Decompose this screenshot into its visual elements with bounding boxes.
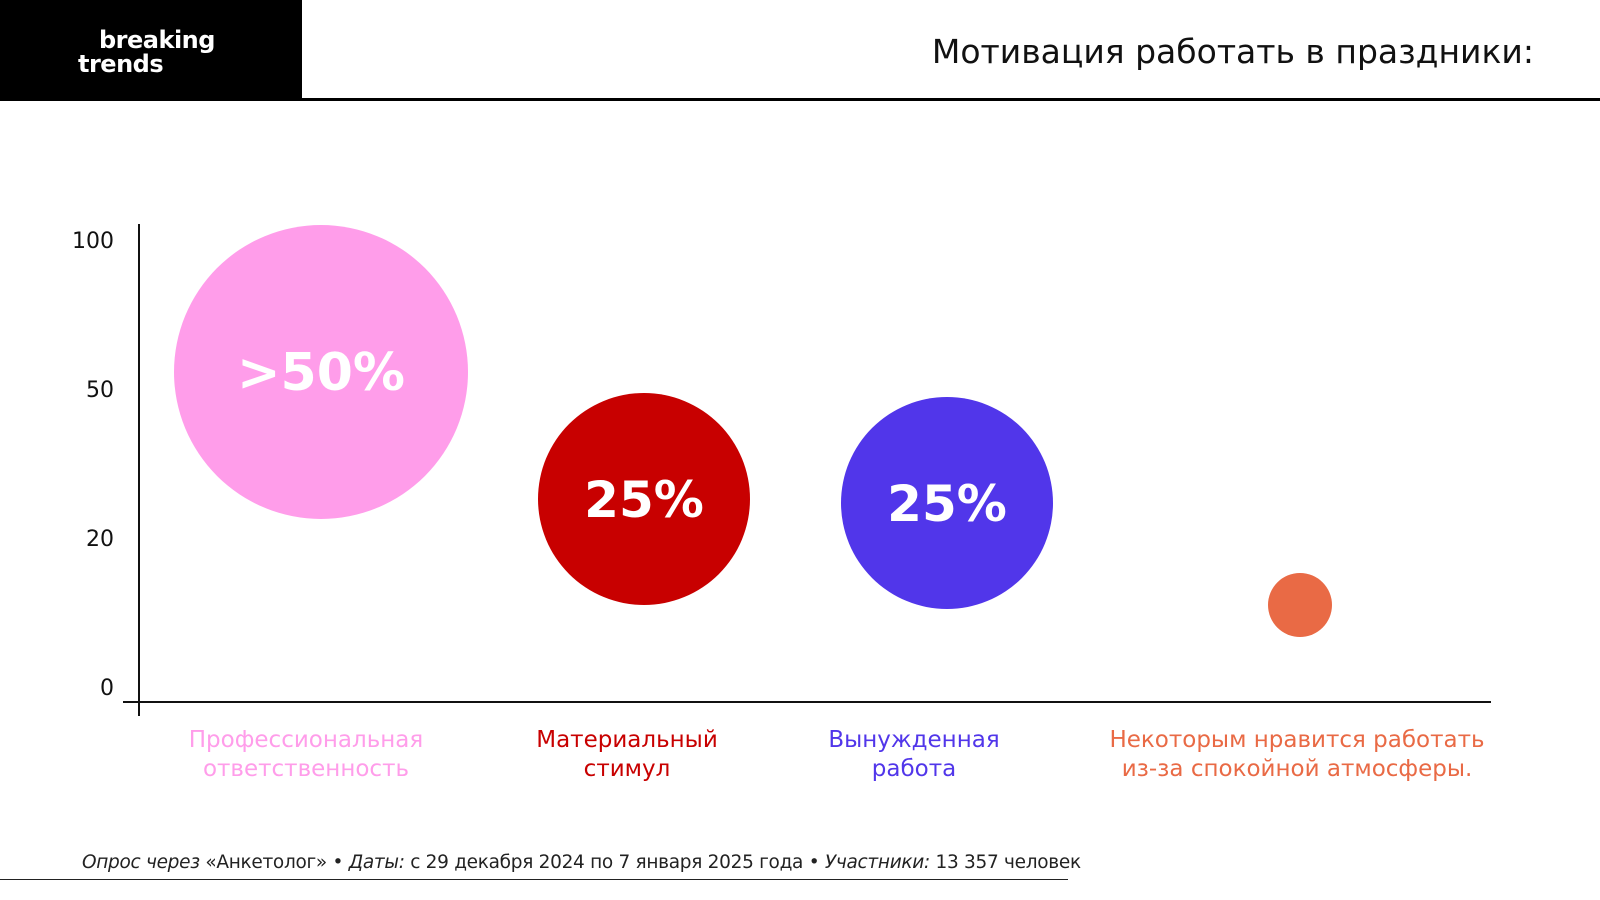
x-category-label: Вынужденная <box>828 727 999 753</box>
footnote-dates: с 29 декабря 2024 по 7 января 2025 года <box>404 852 809 873</box>
logo-text-line2: trends <box>78 50 164 78</box>
survey-footnote: Опрос через «Анкетолог» • Даты: с 29 дек… <box>82 852 1081 873</box>
footnote-dates-label: Даты: <box>348 852 405 873</box>
x-category-label: стимул <box>584 756 671 782</box>
footnote-survey-tool: «Анкетолог» <box>199 852 333 873</box>
page-title: Мотивация работать в праздники: <box>931 32 1534 71</box>
x-category-label: Профессиональная <box>189 727 423 753</box>
x-category-label: ответственность <box>203 756 409 782</box>
x-category-label: работа <box>872 756 956 782</box>
y-tick-label: 20 <box>86 527 114 552</box>
x-category-label: Некоторым нравится работать <box>1109 727 1484 753</box>
logo-text-line1: breaking <box>99 26 215 54</box>
y-tick-label: 100 <box>72 229 114 254</box>
bubble <box>538 393 750 605</box>
bubble <box>174 225 468 519</box>
bubble-value-label: 25% <box>584 471 704 529</box>
footnote-separator: • <box>332 852 344 873</box>
footnote-participants: 13 357 человек <box>929 852 1082 873</box>
bubble-chart: 100 50 20 0 >50% 25% 25% Профессиональная отве… <box>72 224 1491 782</box>
x-category-label: из-за спокойной атмосферы. <box>1122 756 1473 782</box>
bubble-value-label: 25% <box>887 475 1007 533</box>
footnote-participants-label: Участники: <box>824 852 930 873</box>
bubble-value-label: >50% <box>237 343 405 403</box>
footnote-survey-label: Опрос через <box>82 852 200 873</box>
y-tick-label: 50 <box>86 378 114 403</box>
header-divider <box>0 98 1600 101</box>
logo: breaking trends <box>0 0 302 100</box>
footnote-separator: • <box>808 852 820 873</box>
bubble <box>1268 573 1332 637</box>
y-tick-label: 0 <box>100 676 114 701</box>
x-category-label: Материальный <box>536 727 718 753</box>
bubble <box>841 397 1053 609</box>
footer-divider <box>0 879 1068 880</box>
